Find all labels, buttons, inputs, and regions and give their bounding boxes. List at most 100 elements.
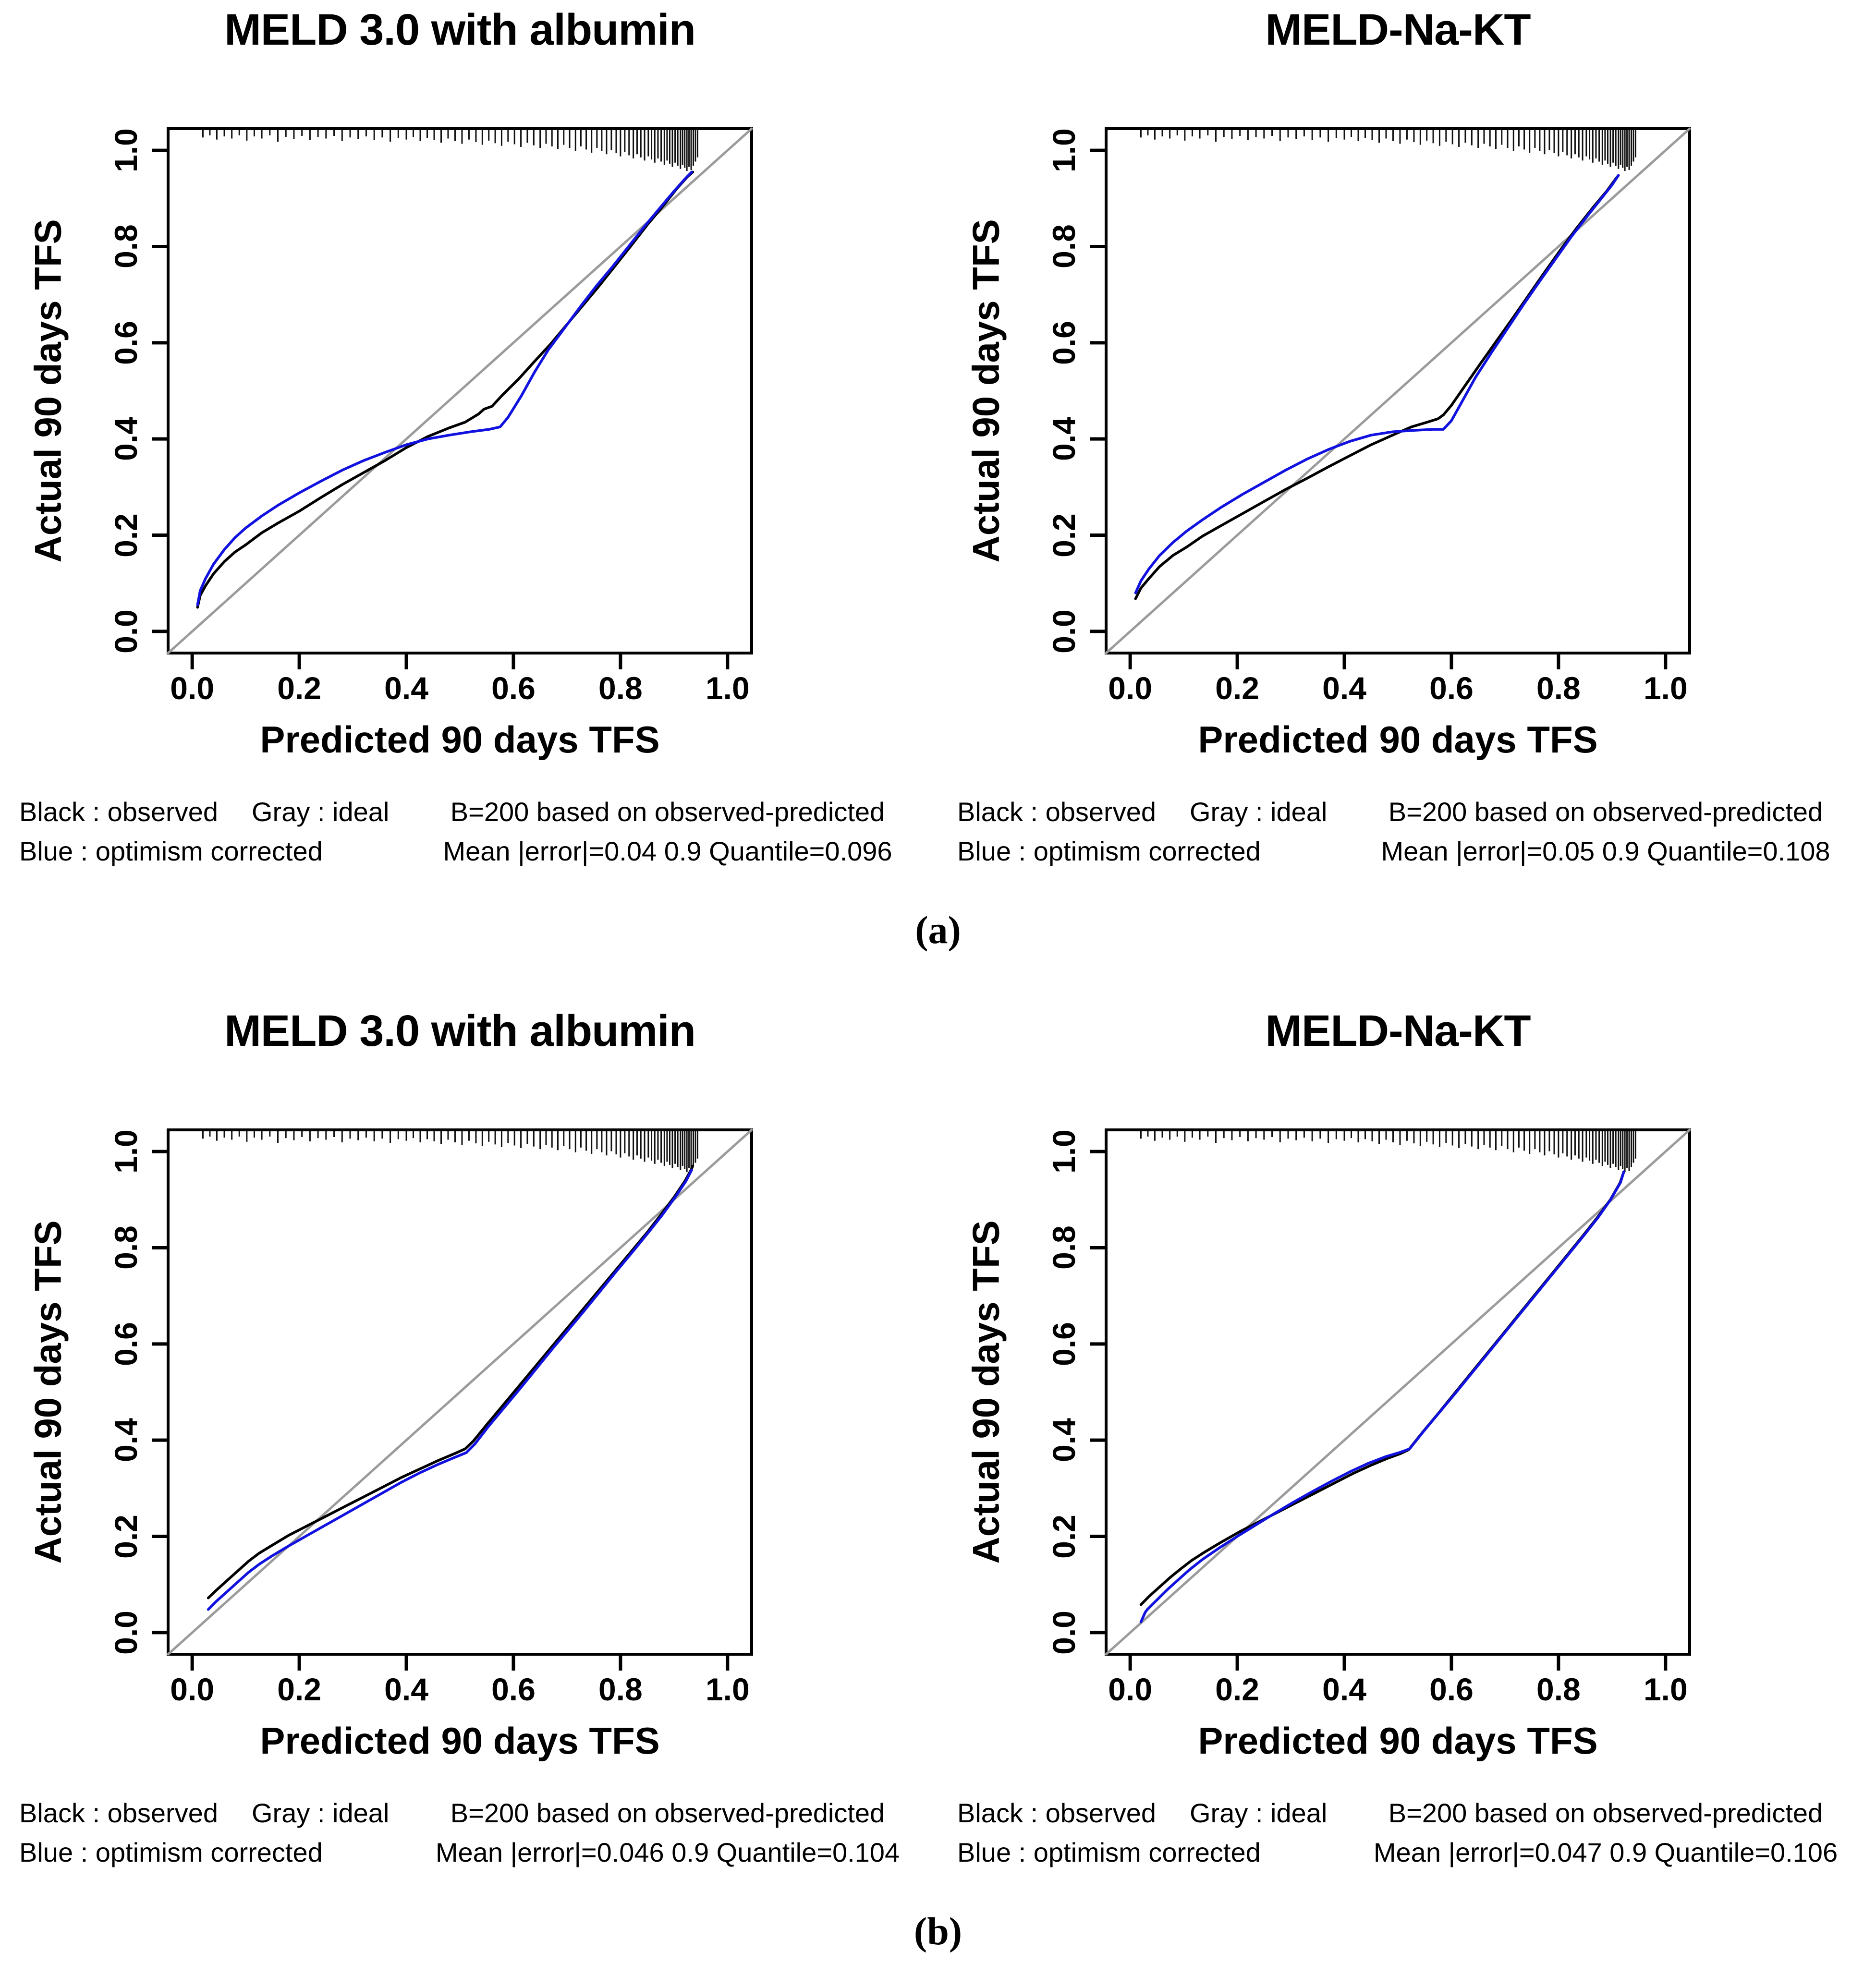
y-tick-label: 0.6 <box>1046 1321 1082 1366</box>
plot-box <box>167 1128 753 1656</box>
x-tick-label: 0.0 <box>170 670 215 706</box>
calibration-panel-a-meld3: MELD 3.0 with albumin 0.0 0.2 0.4 0.6 0.8 1.0… <box>0 0 938 1001</box>
legend-stats: Mean |error|=0.047 0.9 Quantile=0.106 <box>1373 1837 1838 1867</box>
y-tick-label: 0.6 <box>108 320 144 365</box>
x-tick-label: 1.0 <box>1643 1672 1688 1707</box>
x-tick-label: 0.4 <box>1322 1672 1366 1707</box>
observed-line <box>196 170 694 609</box>
plot-canvas <box>1090 127 1691 669</box>
y-tick-label: 0.2 <box>1046 513 1082 557</box>
optimism-corrected-line <box>1139 1170 1625 1624</box>
x-axis-label: Predicted 90 days TFS <box>1198 718 1598 761</box>
plot-title: MELD 3.0 with albumin <box>224 5 696 54</box>
y-tick-label: 1.0 <box>108 1129 144 1174</box>
legend-bootstrap: B=200 based on observed-predicted <box>1388 1798 1823 1828</box>
plot-box <box>1105 1128 1691 1656</box>
y-tick-label: 0.6 <box>108 1321 144 1366</box>
legend-ideal: Gray : ideal <box>251 1798 390 1828</box>
y-tick-label: 1.0 <box>108 128 144 172</box>
panel-label-b: (b) <box>914 1909 962 1953</box>
legend-bootstrap: B=200 based on observed-predicted <box>1388 797 1823 827</box>
optimism-corrected-line <box>196 170 693 606</box>
optimism-corrected-line <box>207 1168 693 1611</box>
x-tick-label: 0.0 <box>170 1672 215 1707</box>
x-tick-label: 1.0 <box>1643 670 1688 706</box>
calibration-panel-b-meldnakt: MELD-Na-KT 0.0 0.2 0.4 0.6 0.8 1.0 0.0 0.2 0.4 0… <box>938 1001 1876 1975</box>
x-axis-label: Predicted 90 days TFS <box>260 1720 660 1762</box>
legend-stats: Mean |error|=0.04 0.9 Quantile=0.096 <box>443 836 892 866</box>
x-tick-label: 0.6 <box>1429 1672 1474 1707</box>
x-tick-label: 0.4 <box>384 1672 428 1707</box>
plot-canvas <box>1090 1128 1691 1671</box>
legend-ideal: Gray : ideal <box>1189 1798 1328 1828</box>
x-tick-label: 0.2 <box>1215 1672 1259 1707</box>
y-tick-label: 0.6 <box>1046 320 1082 365</box>
x-tick-label: 0.0 <box>1108 670 1153 706</box>
x-tick-label: 0.6 <box>1429 670 1474 706</box>
x-tick-label: 0.4 <box>1322 670 1366 706</box>
panel-label-a: (a) <box>915 908 961 952</box>
x-axis-label: Predicted 90 days TFS <box>1198 1720 1598 1762</box>
x-tick-label: 0.6 <box>491 670 536 706</box>
legend-ideal: Gray : ideal <box>1189 797 1328 827</box>
y-axis-label: Actual 90 days TFS <box>26 219 69 563</box>
x-tick-label: 0.2 <box>277 1672 321 1707</box>
legend-stats: Mean |error|=0.046 0.9 Quantile=0.104 <box>435 1837 900 1867</box>
plot-title: MELD-Na-KT <box>1265 5 1531 54</box>
y-tick-label: 0.2 <box>108 513 144 557</box>
observed-line <box>1139 1170 1625 1606</box>
legend-corrected: Blue : optimism corrected <box>957 836 1261 866</box>
legend-bootstrap: B=200 based on observed-predicted <box>450 1798 885 1828</box>
y-tick-label: 0.8 <box>108 1225 144 1270</box>
y-tick-label: 0.4 <box>108 417 144 461</box>
ideal-line <box>167 1128 753 1656</box>
y-tick-label: 1.0 <box>1046 1129 1082 1174</box>
legend-observed: Black : observed <box>19 797 218 827</box>
plot-box <box>167 127 753 654</box>
ideal-line <box>1105 1128 1691 1656</box>
x-tick-label: 1.0 <box>705 670 750 706</box>
x-tick-label: 0.4 <box>384 670 428 706</box>
y-tick-label: 0.0 <box>108 609 144 654</box>
calibration-panel-b-meld3: MELD 3.0 with albumin 0.0 0.2 0.4 0.6 0.8 1.0… <box>0 1001 938 1975</box>
ideal-line <box>1105 127 1691 654</box>
y-tick-label: 0.8 <box>1046 1225 1082 1270</box>
x-tick-label: 0.8 <box>1536 670 1581 706</box>
x-tick-label: 0.2 <box>277 670 321 706</box>
legend-corrected: Blue : optimism corrected <box>19 1837 323 1867</box>
x-axis-label: Predicted 90 days TFS <box>260 718 660 761</box>
y-tick-label: 0.4 <box>108 1418 144 1463</box>
y-axis-label: Actual 90 days TFS <box>964 1220 1007 1564</box>
y-tick-label: 0.8 <box>108 224 144 269</box>
ideal-line <box>167 127 753 654</box>
optimism-corrected-line <box>1134 174 1620 594</box>
legend-observed: Black : observed <box>957 1798 1156 1828</box>
y-axis-label: Actual 90 days TFS <box>964 219 1007 563</box>
legend-stats: Mean |error|=0.05 0.9 Quantile=0.108 <box>1381 836 1830 866</box>
y-tick-label: 0.0 <box>1046 1611 1082 1655</box>
x-tick-label: 1.0 <box>705 1672 750 1707</box>
y-tick-label: 0.0 <box>1046 609 1082 654</box>
legend-bootstrap: B=200 based on observed-predicted <box>450 797 885 827</box>
y-tick-label: 0.2 <box>1046 1514 1082 1559</box>
legend-observed: Black : observed <box>19 1798 218 1828</box>
x-tick-label: 0.8 <box>598 1672 643 1707</box>
plot-title: MELD 3.0 with albumin <box>224 1006 696 1055</box>
y-tick-label: 0.8 <box>1046 224 1082 269</box>
y-tick-label: 0.0 <box>108 1611 144 1655</box>
x-tick-label: 0.2 <box>1215 670 1259 706</box>
plot-box <box>1105 127 1691 654</box>
plot-canvas <box>152 127 753 669</box>
y-tick-label: 0.2 <box>108 1514 144 1559</box>
legend-observed: Black : observed <box>957 797 1156 827</box>
x-tick-label: 0.8 <box>1536 1672 1581 1707</box>
x-tick-label: 0.8 <box>598 670 643 706</box>
calibration-panel-a-meldnakt: MELD-Na-KT 0.0 0.2 0.4 0.6 0.8 1.0 0.0 0.2 0.4 0… <box>938 0 1876 1001</box>
legend-corrected: Blue : optimism corrected <box>19 836 323 866</box>
y-axis-label: Actual 90 days TFS <box>26 1220 69 1564</box>
legend-corrected: Blue : optimism corrected <box>957 1837 1261 1867</box>
legend-ideal: Gray : ideal <box>251 797 390 827</box>
observed-line <box>207 1164 694 1599</box>
observed-line <box>1134 174 1620 600</box>
